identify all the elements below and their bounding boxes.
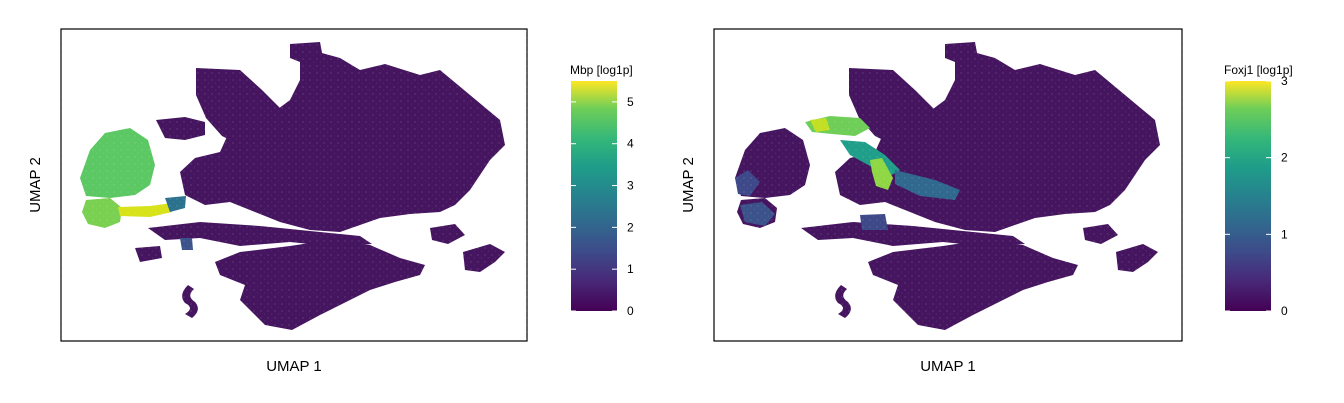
colorbar-ticks: 0 1 2 3 — [1225, 74, 1288, 318]
cluster-swirl — [182, 285, 198, 318]
colorbar-tick-label: 2 — [627, 220, 634, 234]
cluster-swirl — [835, 285, 851, 318]
colorbar: Foxj1 [log1p] 0 1 2 3 — [1224, 63, 1293, 318]
colorbar-tick-label: 1 — [627, 262, 634, 276]
y-axis-label: UMAP 2 — [680, 157, 697, 213]
colorbar-gradient — [571, 81, 617, 311]
umap-background-cells — [135, 42, 505, 330]
y-axis-label: UMAP 2 — [27, 157, 44, 213]
colorbar-tick-label: 1 — [1281, 227, 1288, 241]
cluster-mid-left-small — [156, 117, 205, 140]
cluster-bottom-large — [868, 240, 1078, 330]
x-axis-label: UMAP 1 — [266, 358, 322, 375]
cluster-top-left-arm — [196, 68, 285, 145]
cluster-lower-right — [1116, 244, 1158, 272]
colorbar-tick-label: 3 — [1281, 74, 1288, 88]
hot-region-left-upper — [80, 128, 155, 198]
panel-mbp: UMAP 1 UMAP 2 Mbp [log1p] 0 1 2 3 4 5 — [27, 28, 634, 375]
cluster-right-small — [1083, 224, 1118, 244]
hot-region-bridge — [118, 203, 172, 217]
cluster-tiny-bottom-left — [135, 246, 162, 262]
colorbar-title: Foxj1 [log1p] — [1224, 63, 1293, 77]
panel-foxj1: UMAP 1 UMAP 2 Foxj1 [log1p] 0 1 2 3 — [680, 28, 1293, 375]
cluster-top-left-arm — [849, 68, 938, 145]
colorbar-tick-label: 4 — [627, 137, 634, 151]
x-axis-label: UMAP 1 — [920, 358, 976, 375]
cluster-right-small — [430, 224, 465, 244]
cluster-bottom-large — [215, 240, 425, 330]
hot-region-left-lower — [82, 198, 122, 228]
warm-region-small-dot — [180, 238, 193, 250]
umap-cells — [61, 29, 527, 341]
colorbar-title: Mbp [log1p] — [570, 63, 633, 77]
cluster-lower-right — [463, 244, 505, 272]
umap-cells — [714, 29, 1182, 341]
colorbar-gradient — [1225, 81, 1271, 311]
colorbar-ticks: 0 1 2 3 4 5 — [571, 95, 634, 318]
mid-region-small — [860, 214, 888, 230]
colorbar-tick-label: 2 — [1281, 151, 1288, 165]
colorbar-tick-label: 0 — [1281, 304, 1288, 318]
colorbar-tick-label: 0 — [627, 304, 634, 318]
colorbar-tick-label: 5 — [627, 95, 634, 109]
colorbar: Mbp [log1p] 0 1 2 3 4 5 — [570, 63, 634, 318]
colorbar-tick-label: 3 — [627, 179, 634, 193]
